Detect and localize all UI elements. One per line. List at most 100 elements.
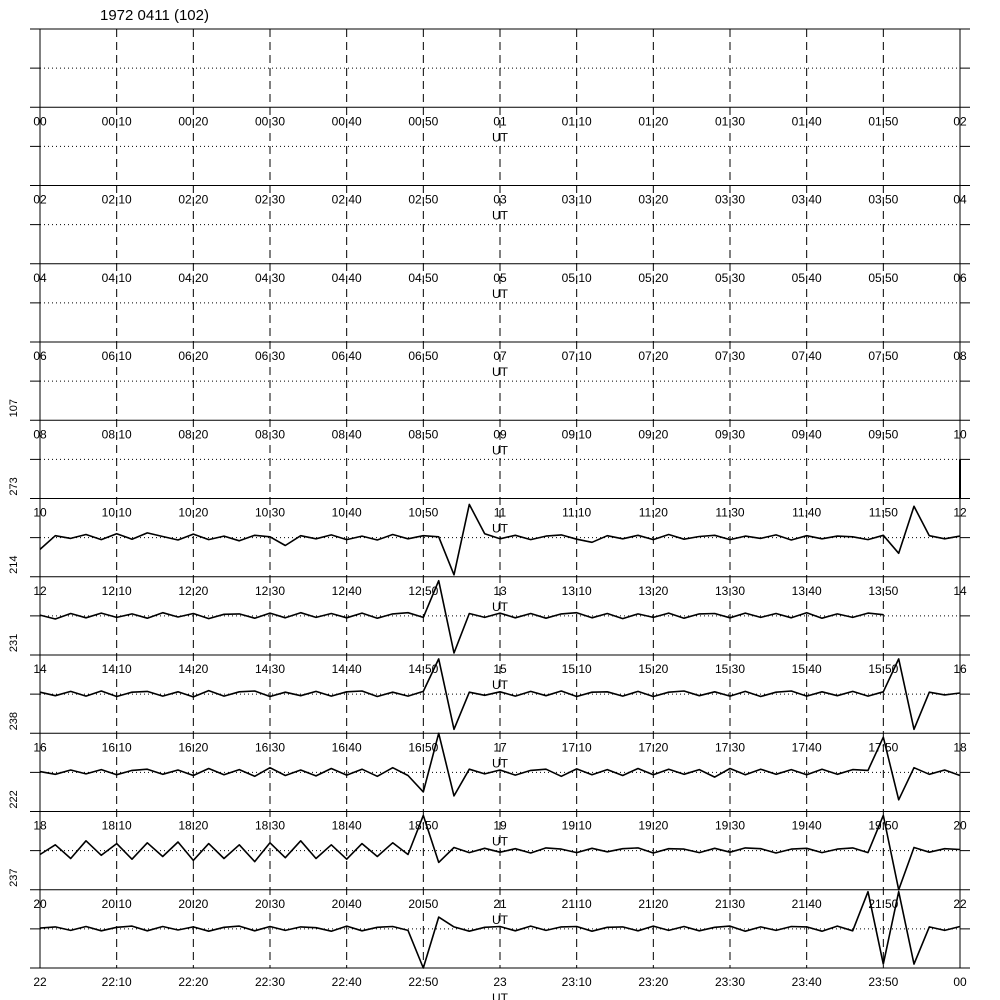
axis-label: UT (492, 600, 509, 614)
x-tick-label: 10 (33, 506, 47, 520)
row-label: 273 (8, 477, 20, 495)
x-tick-label: 17 (493, 740, 507, 754)
x-tick-label: 20:30 (255, 897, 285, 911)
x-tick-label: 17:30 (715, 740, 745, 754)
axis-label: UT (492, 756, 509, 770)
axis-label: UT (492, 835, 509, 849)
x-tick-label: 14:20 (178, 662, 208, 676)
x-tick-label: 00 (33, 114, 47, 128)
x-tick-label: 00:30 (255, 114, 285, 128)
x-tick-label: 01:50 (868, 114, 898, 128)
x-tick-label: 20 (33, 897, 47, 911)
x-tick-label: 12:10 (102, 584, 132, 598)
row-label: 231 (8, 634, 20, 652)
x-tick-label: 09:20 (638, 427, 668, 441)
trace (39, 890, 961, 969)
x-tick-label: 12 (953, 506, 967, 520)
x-tick-label: 19 (493, 819, 507, 833)
x-tick-label: 02 (953, 114, 967, 128)
x-tick-label: 08:50 (408, 427, 438, 441)
x-tick-label: 06:10 (102, 349, 132, 363)
x-tick-label: 23:10 (562, 975, 592, 989)
x-tick-label: 10:20 (178, 506, 208, 520)
x-tick-label: 17:50 (868, 740, 898, 754)
x-tick-label: 16 (953, 662, 967, 676)
row-label: 238 (8, 712, 20, 730)
x-tick-label: 01:30 (715, 114, 745, 128)
x-tick-label: 19:40 (792, 819, 822, 833)
x-tick-label: 02:10 (102, 193, 132, 207)
x-tick-label: 18 (33, 819, 47, 833)
x-tick-label: 22:40 (332, 975, 362, 989)
x-tick-label: 04:50 (408, 271, 438, 285)
x-tick-label: 11:10 (562, 506, 591, 520)
x-tick-label: 08 (33, 427, 47, 441)
x-tick-label: 23:30 (715, 975, 745, 989)
x-tick-label: 10:50 (408, 506, 438, 520)
x-tick-label: 07:50 (868, 349, 898, 363)
x-tick-label: 11:20 (639, 506, 668, 520)
trace (39, 503, 961, 576)
x-tick-label: 06:50 (408, 349, 438, 363)
x-tick-label: 02:50 (408, 193, 438, 207)
x-tick-label: 13:10 (562, 584, 592, 598)
x-tick-label: 05:20 (638, 271, 668, 285)
x-tick-label: 11 (494, 506, 507, 520)
x-tick-label: 02:40 (332, 193, 362, 207)
x-tick-label: 07:20 (638, 349, 668, 363)
x-tick-label: 17:20 (638, 740, 668, 754)
x-tick-label: 11:30 (715, 506, 744, 520)
x-tick-label: 09 (493, 427, 507, 441)
x-tick-label: 13 (493, 584, 507, 598)
x-tick-label: 10:10 (102, 506, 132, 520)
x-tick-label: 00 (953, 975, 967, 989)
x-tick-label: 14:10 (102, 662, 132, 676)
x-tick-label: 12:50 (408, 584, 438, 598)
x-tick-label: 15:40 (792, 662, 822, 676)
x-tick-label: 05:50 (868, 271, 898, 285)
x-tick-label: 19:20 (638, 819, 668, 833)
x-tick-label: 11:40 (792, 506, 821, 520)
x-tick-label: 03:50 (868, 193, 898, 207)
trace (39, 658, 961, 731)
x-tick-label: 15:50 (868, 662, 898, 676)
x-tick-label: 10 (953, 427, 967, 441)
x-tick-label: 12:30 (255, 584, 285, 598)
x-tick-label: 00:10 (102, 114, 132, 128)
x-tick-label: 18:10 (102, 819, 132, 833)
x-tick-label: 03:40 (792, 193, 822, 207)
axis-label: UT (492, 522, 509, 536)
x-tick-label: 07:10 (562, 349, 592, 363)
trace (39, 579, 884, 654)
x-tick-label: 16:10 (102, 740, 132, 754)
chart-title: 1972 0411 (102) (100, 7, 209, 24)
x-tick-label: 18:50 (408, 819, 438, 833)
x-tick-label: 23:20 (638, 975, 668, 989)
x-tick-label: 06 (953, 271, 967, 285)
x-tick-label: 15:20 (638, 662, 668, 676)
x-tick-label: 00:50 (408, 114, 438, 128)
x-tick-label: 10:40 (332, 506, 362, 520)
x-tick-label: 08:20 (178, 427, 208, 441)
x-tick-label: 08 (953, 349, 967, 363)
x-tick-label: 04 (33, 271, 47, 285)
x-tick-label: 03 (493, 193, 507, 207)
axis-label: UT (492, 913, 509, 927)
x-tick-label: 07:30 (715, 349, 745, 363)
x-tick-label: 21:20 (638, 897, 668, 911)
axis-label: UT (492, 287, 509, 301)
x-tick-label: 12:40 (332, 584, 362, 598)
x-tick-label: 13:40 (792, 584, 822, 598)
x-tick-label: 04:10 (102, 271, 132, 285)
x-tick-label: 22:20 (178, 975, 208, 989)
x-tick-label: 15:10 (562, 662, 592, 676)
x-tick-label: 06 (33, 349, 47, 363)
x-tick-label: 21:10 (562, 897, 592, 911)
x-tick-label: 20:20 (178, 897, 208, 911)
x-tick-label: 14 (953, 584, 967, 598)
axis-label: UT (492, 443, 509, 457)
x-tick-label: 08:40 (332, 427, 362, 441)
x-tick-label: 01:10 (562, 114, 592, 128)
x-tick-label: 03:30 (715, 193, 745, 207)
axis-label: UT (492, 209, 509, 223)
